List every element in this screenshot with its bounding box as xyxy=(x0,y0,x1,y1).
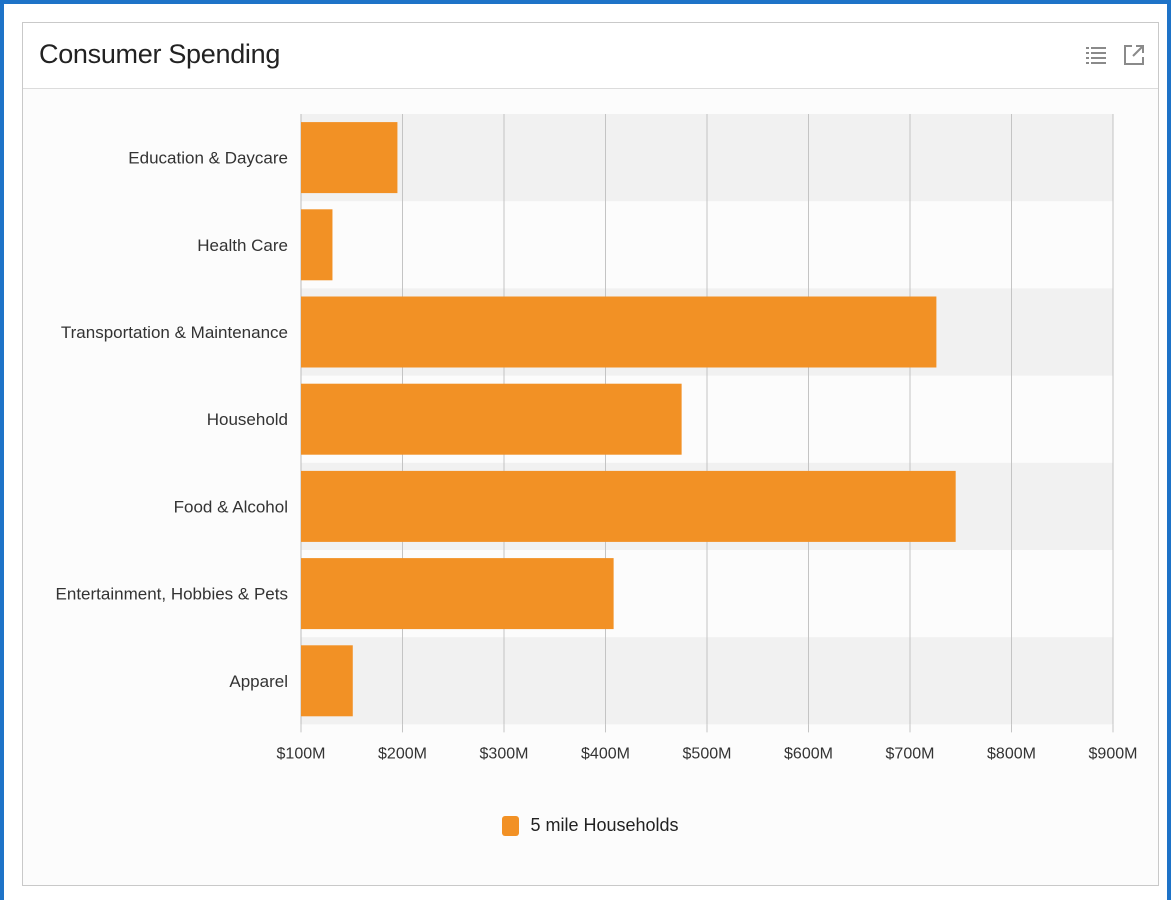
category-label: Food & Alcohol xyxy=(174,497,288,516)
x-tick-label: $700M xyxy=(886,745,935,762)
bar xyxy=(301,122,398,194)
category-label: Education & Daycare xyxy=(128,149,288,168)
category-label: Health Care xyxy=(197,236,288,255)
x-tick-label: $300M xyxy=(480,745,529,762)
x-tick-label: $100M xyxy=(277,745,326,762)
bar xyxy=(301,645,353,717)
x-tick-label: $500M xyxy=(683,745,732,762)
bar xyxy=(301,296,937,368)
x-tick-label: $200M xyxy=(378,745,427,762)
bar xyxy=(301,470,956,542)
category-label: Entertainment, Hobbies & Pets xyxy=(56,585,288,604)
category-label: Apparel xyxy=(229,672,288,691)
card-header: Consumer Spending xyxy=(23,23,1158,89)
x-tick-label: $900M xyxy=(1089,745,1138,762)
bar xyxy=(301,209,333,281)
legend-item[interactable]: 5 mile Households xyxy=(502,815,679,836)
card-title: Consumer Spending xyxy=(39,39,281,69)
bar xyxy=(301,558,614,630)
external-open-icon[interactable] xyxy=(1122,43,1146,67)
legend-label: 5 mile Households xyxy=(530,815,679,835)
x-tick-label: $400M xyxy=(581,745,630,762)
chart-card: Consumer Spending E xyxy=(22,22,1159,886)
x-tick-label: $800M xyxy=(987,745,1036,762)
bar xyxy=(301,383,682,455)
category-label: Transportation & Maintenance xyxy=(61,323,288,342)
x-tick-label: $600M xyxy=(784,745,833,762)
legend-swatch xyxy=(502,815,520,836)
list-icon[interactable] xyxy=(1084,43,1108,67)
consumer-spending-chart: Education & Daycare Health Care Transporta… xyxy=(56,114,1138,762)
category-label: Household xyxy=(207,410,288,429)
legend: 5 mile Households xyxy=(23,815,1158,841)
